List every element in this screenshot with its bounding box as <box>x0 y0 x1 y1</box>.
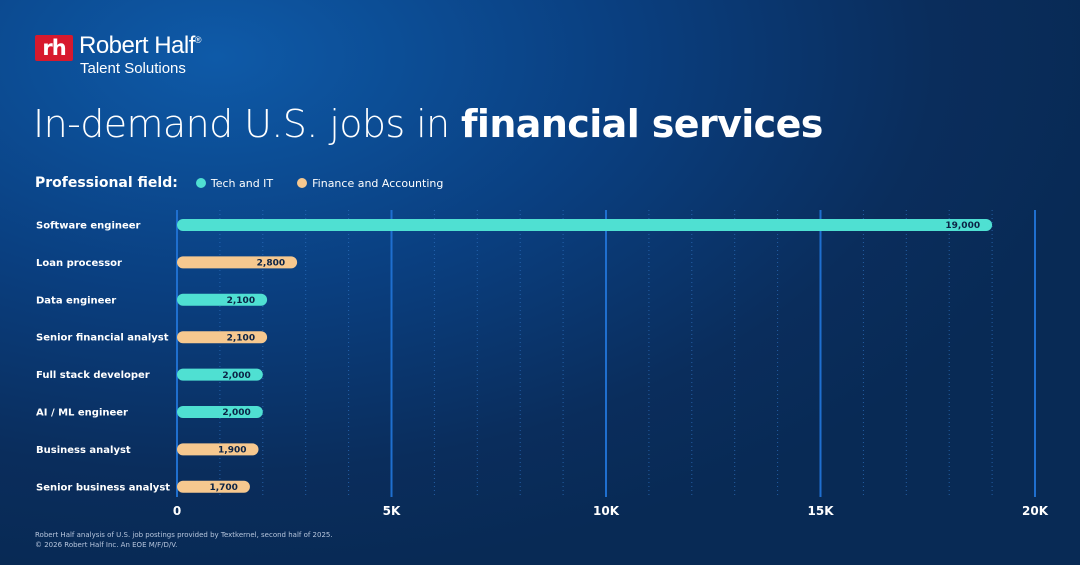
legend-dot-tech-icon <box>195 178 206 188</box>
bar <box>177 331 268 344</box>
x-tick-label: 5K <box>383 504 401 518</box>
x-tick-label: 20K <box>1022 504 1049 518</box>
bar <box>177 256 298 269</box>
bar-value-label: 1,900 <box>218 446 246 456</box>
bar-value-label: 1,700 <box>209 483 237 493</box>
bar-value-label: 19,000 <box>945 221 980 231</box>
x-tick-label: 15K <box>808 504 835 518</box>
category-label: Data engineer <box>36 295 116 306</box>
rh-logo-icon: rh <box>35 35 73 61</box>
bar <box>177 293 268 306</box>
x-tick-label: 0 <box>173 504 181 518</box>
bar-value-label: 2,100 <box>227 333 255 343</box>
category-label: Senior financial analyst <box>36 333 169 344</box>
legend-dot-finance-icon <box>297 178 308 188</box>
legend-title: Professional field: <box>35 175 178 191</box>
chart-legend: Professional field: Tech and IT Finance … <box>35 175 467 191</box>
bar <box>177 443 259 456</box>
bar-value-label: 2,800 <box>257 259 285 269</box>
category-label: Senior business analyst <box>36 482 170 493</box>
brand-name-text: Robert Half <box>79 32 195 59</box>
logo-text: Robert Half® Talent Solutions <box>79 32 202 77</box>
legend-label-finance: Finance and Accounting <box>312 176 444 190</box>
bar <box>177 368 263 381</box>
bar <box>177 480 250 493</box>
bar-value-label: 2,100 <box>227 296 255 306</box>
bar-value-label: 2,000 <box>222 371 250 381</box>
x-tick-label: 10K <box>593 504 620 518</box>
bar <box>177 219 993 231</box>
footnote: Robert Half analysis of U.S. job posting… <box>35 530 333 550</box>
category-label: Full stack developer <box>36 370 150 381</box>
title-light: In-demand U.S. jobs in <box>33 102 450 146</box>
category-label: AI / ML engineer <box>36 408 128 419</box>
category-label: Business analyst <box>36 445 131 456</box>
legend-item-tech: Tech and IT <box>195 176 274 190</box>
category-label: Loan processor <box>36 258 122 269</box>
category-label: Software engineer <box>36 221 141 232</box>
page-title: In-demand U.S. jobs in financial service… <box>33 102 823 146</box>
footnote-source: Robert Half analysis of U.S. job posting… <box>35 531 333 539</box>
brand-name: Robert Half® <box>79 32 202 59</box>
legend-item-finance: Finance and Accounting <box>297 177 443 190</box>
legend-label-tech: Tech and IT <box>210 176 274 190</box>
brand-subtitle: Talent Solutions <box>80 60 186 77</box>
title-bold: financial services <box>461 102 823 146</box>
robert-half-logo: rh Robert Half® Talent Solutions <box>35 32 202 77</box>
registered-mark: ® <box>194 35 202 45</box>
bar <box>177 406 263 418</box>
footnote-copyright: © 2026 Robert Half Inc. An EOE M/F/D/V. <box>35 541 178 549</box>
bar-value-label: 2,000 <box>222 408 250 418</box>
